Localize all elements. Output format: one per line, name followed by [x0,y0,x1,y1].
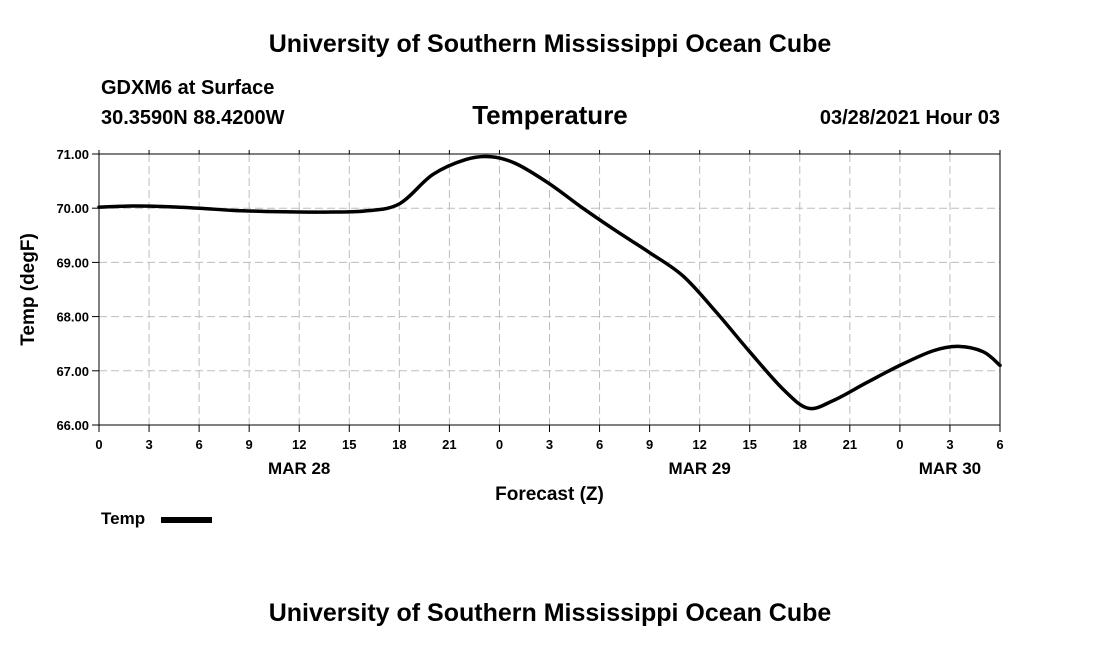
date-label: MAR 30 [919,459,981,478]
x-tick-label: 3 [145,437,152,452]
x-tick-label: 0 [496,437,503,452]
y-axis-label: Temp (degF) [18,233,39,346]
date-label: MAR 28 [268,459,330,478]
x-tick-label: 21 [442,437,456,452]
x-tick-label: 3 [546,437,553,452]
date-label: MAR 29 [668,459,730,478]
coordinates-label: 30.3590N 88.4200W [101,107,285,129]
x-tick-label: 21 [843,437,857,452]
station-label: GDXM6 at Surface [101,77,275,99]
x-tick-label: 15 [742,437,756,452]
x-tick-label: 15 [342,437,356,452]
y-tick-label: 68.00 [56,310,89,325]
legend-line-swatch [161,517,212,523]
x-tick-label: 18 [793,437,807,452]
x-tick-label: 6 [195,437,202,452]
page-title-bottom: University of Southern Mississippi Ocean… [268,599,832,627]
x-tick-label: 12 [692,437,706,452]
x-tick-label: 18 [392,437,406,452]
x-tick-label: 6 [596,437,603,452]
y-tick-label: 69.00 [56,255,89,270]
x-tick-label: 6 [996,437,1003,452]
x-tick-label: 12 [292,437,306,452]
x-tick-label: 0 [95,437,102,452]
plot-frame [98,153,1001,426]
x-tick-label: 3 [946,437,953,452]
x-tick-label: 9 [246,437,253,452]
chart-title: Temperature [472,100,628,130]
x-tick-label: 9 [646,437,653,452]
temp-series-line [97,154,1002,411]
datetime-label: 03/28/2021 Hour 03 [819,107,1000,129]
page-title-top: University of Southern Mississippi Ocean… [268,30,832,58]
y-tick-label: 66.00 [56,418,89,433]
x-tick-label: 0 [896,437,903,452]
x-axis-label: Forecast (Z) [495,484,604,505]
y-tick-label: 70.00 [56,201,89,216]
legend-label: Temp [101,509,146,528]
y-tick-label: 71.00 [56,147,89,162]
y-tick-label: 67.00 [56,364,89,379]
